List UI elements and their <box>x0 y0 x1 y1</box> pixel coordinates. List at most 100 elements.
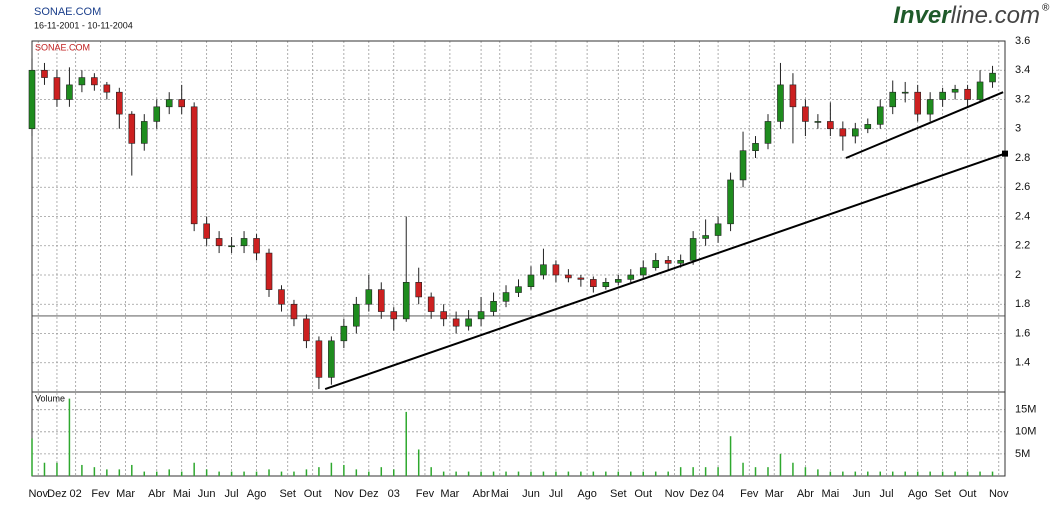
candle-body <box>390 311 398 320</box>
candle-body <box>353 303 360 327</box>
x-tick-label: Mai <box>491 488 509 500</box>
y-tick-label: 2.6 <box>1015 181 1030 193</box>
x-tick-label: Set <box>934 488 951 500</box>
candle-body <box>278 289 285 305</box>
chart-title: SONAE.COM <box>34 6 101 18</box>
candle-body <box>565 274 572 279</box>
x-tick-label: Mar <box>765 488 784 500</box>
y-tick-label: 2.4 <box>1015 210 1030 222</box>
candle-body <box>140 121 148 144</box>
logo-mark: ® <box>1042 3 1050 14</box>
candle-body <box>91 77 98 86</box>
x-tick-label: Nov <box>28 488 48 500</box>
trendline <box>845 91 1004 159</box>
candle-body <box>502 292 510 302</box>
candle-body <box>789 84 797 108</box>
candle-body <box>440 311 447 320</box>
volume-label: Volume <box>35 393 65 403</box>
y-tick-label: 2 <box>1015 269 1021 281</box>
candle-body <box>889 91 897 108</box>
candle-body <box>602 282 610 287</box>
x-tick-label: Mai <box>821 488 839 500</box>
candle-body <box>702 235 709 239</box>
x-tick-label: Out <box>634 488 652 500</box>
trendline-handle <box>1002 150 1008 157</box>
y-tick-label: 10M <box>1015 426 1036 438</box>
candle-body <box>540 264 547 276</box>
y-tick-label: 1.6 <box>1015 327 1030 339</box>
candle-body <box>253 238 260 254</box>
y-tick-label: 3.4 <box>1015 64 1030 76</box>
candle-body <box>639 267 647 276</box>
y-tick-label: 3.6 <box>1015 35 1030 47</box>
candle-body <box>864 124 872 130</box>
x-tick-label: Set <box>279 488 296 500</box>
x-tick-label: Jun <box>198 488 216 500</box>
candle-body <box>116 91 123 115</box>
x-tick-label: Nov <box>989 488 1009 500</box>
candle-body <box>926 99 934 115</box>
candle-body <box>577 277 585 280</box>
candle-body <box>203 223 210 239</box>
candle-body <box>41 69 48 78</box>
candle-body <box>652 260 660 268</box>
x-tick-label: Fev <box>91 488 110 500</box>
candle-body <box>66 84 73 100</box>
candle-body <box>739 150 747 181</box>
candle-body <box>303 318 310 342</box>
x-tick-label: Set <box>610 488 627 500</box>
candle-body <box>627 274 635 280</box>
x-tick-label: Jun <box>522 488 540 500</box>
x-tick-label: Dez <box>47 488 67 500</box>
candle-body <box>777 84 784 122</box>
candle-body <box>490 301 497 312</box>
candle-body <box>839 128 847 137</box>
x-tick-label: 03 <box>388 488 400 500</box>
candle-body <box>989 72 996 83</box>
chart-subtitle: 16-11-2001 - 10-11-2004 <box>34 20 133 30</box>
x-tick-label: Dez <box>359 488 379 500</box>
x-tick-label: Dez <box>690 488 710 500</box>
candle-body <box>53 77 61 100</box>
candle-body <box>427 296 435 312</box>
candle-body <box>827 121 834 130</box>
candle-body <box>689 238 697 261</box>
candle-body <box>964 88 971 100</box>
x-tick-label: Out <box>959 488 977 500</box>
candle-body <box>402 282 410 320</box>
candle-body <box>802 106 809 122</box>
x-tick-label: Nov <box>665 488 685 500</box>
x-tick-label: Mar <box>116 488 135 500</box>
candle-body <box>901 91 909 94</box>
y-tick-label: 1.8 <box>1015 298 1030 310</box>
y-tick-label: 3 <box>1015 123 1021 135</box>
y-tick-label: 2.2 <box>1015 240 1030 252</box>
candle-body <box>951 88 959 93</box>
candle-body <box>852 128 859 137</box>
series-label: SONAE.COM <box>35 42 90 52</box>
candle-body <box>290 303 298 320</box>
x-tick-label: Fev <box>740 488 759 500</box>
x-tick-label: Jul <box>549 488 563 500</box>
candle-body <box>677 260 684 264</box>
candle-body <box>727 179 734 225</box>
candle-body <box>527 274 535 287</box>
candle-body <box>240 238 248 247</box>
candle-body <box>190 106 198 225</box>
candle-body <box>752 143 759 151</box>
candle-body <box>714 223 722 236</box>
logo-part: Inver <box>893 2 952 29</box>
logo: Inverline.com <box>893 2 1040 29</box>
candle-body <box>976 81 984 100</box>
x-tick-label: Ago <box>247 488 267 500</box>
candle-body <box>265 252 273 290</box>
trendline <box>324 152 1006 391</box>
candle-body <box>590 279 597 288</box>
x-tick-label: 04 <box>712 488 724 500</box>
candle-body <box>315 340 323 378</box>
y-tick-label: 3.2 <box>1015 93 1030 105</box>
candle-body <box>165 99 173 108</box>
x-tick-label: Jun <box>853 488 871 500</box>
